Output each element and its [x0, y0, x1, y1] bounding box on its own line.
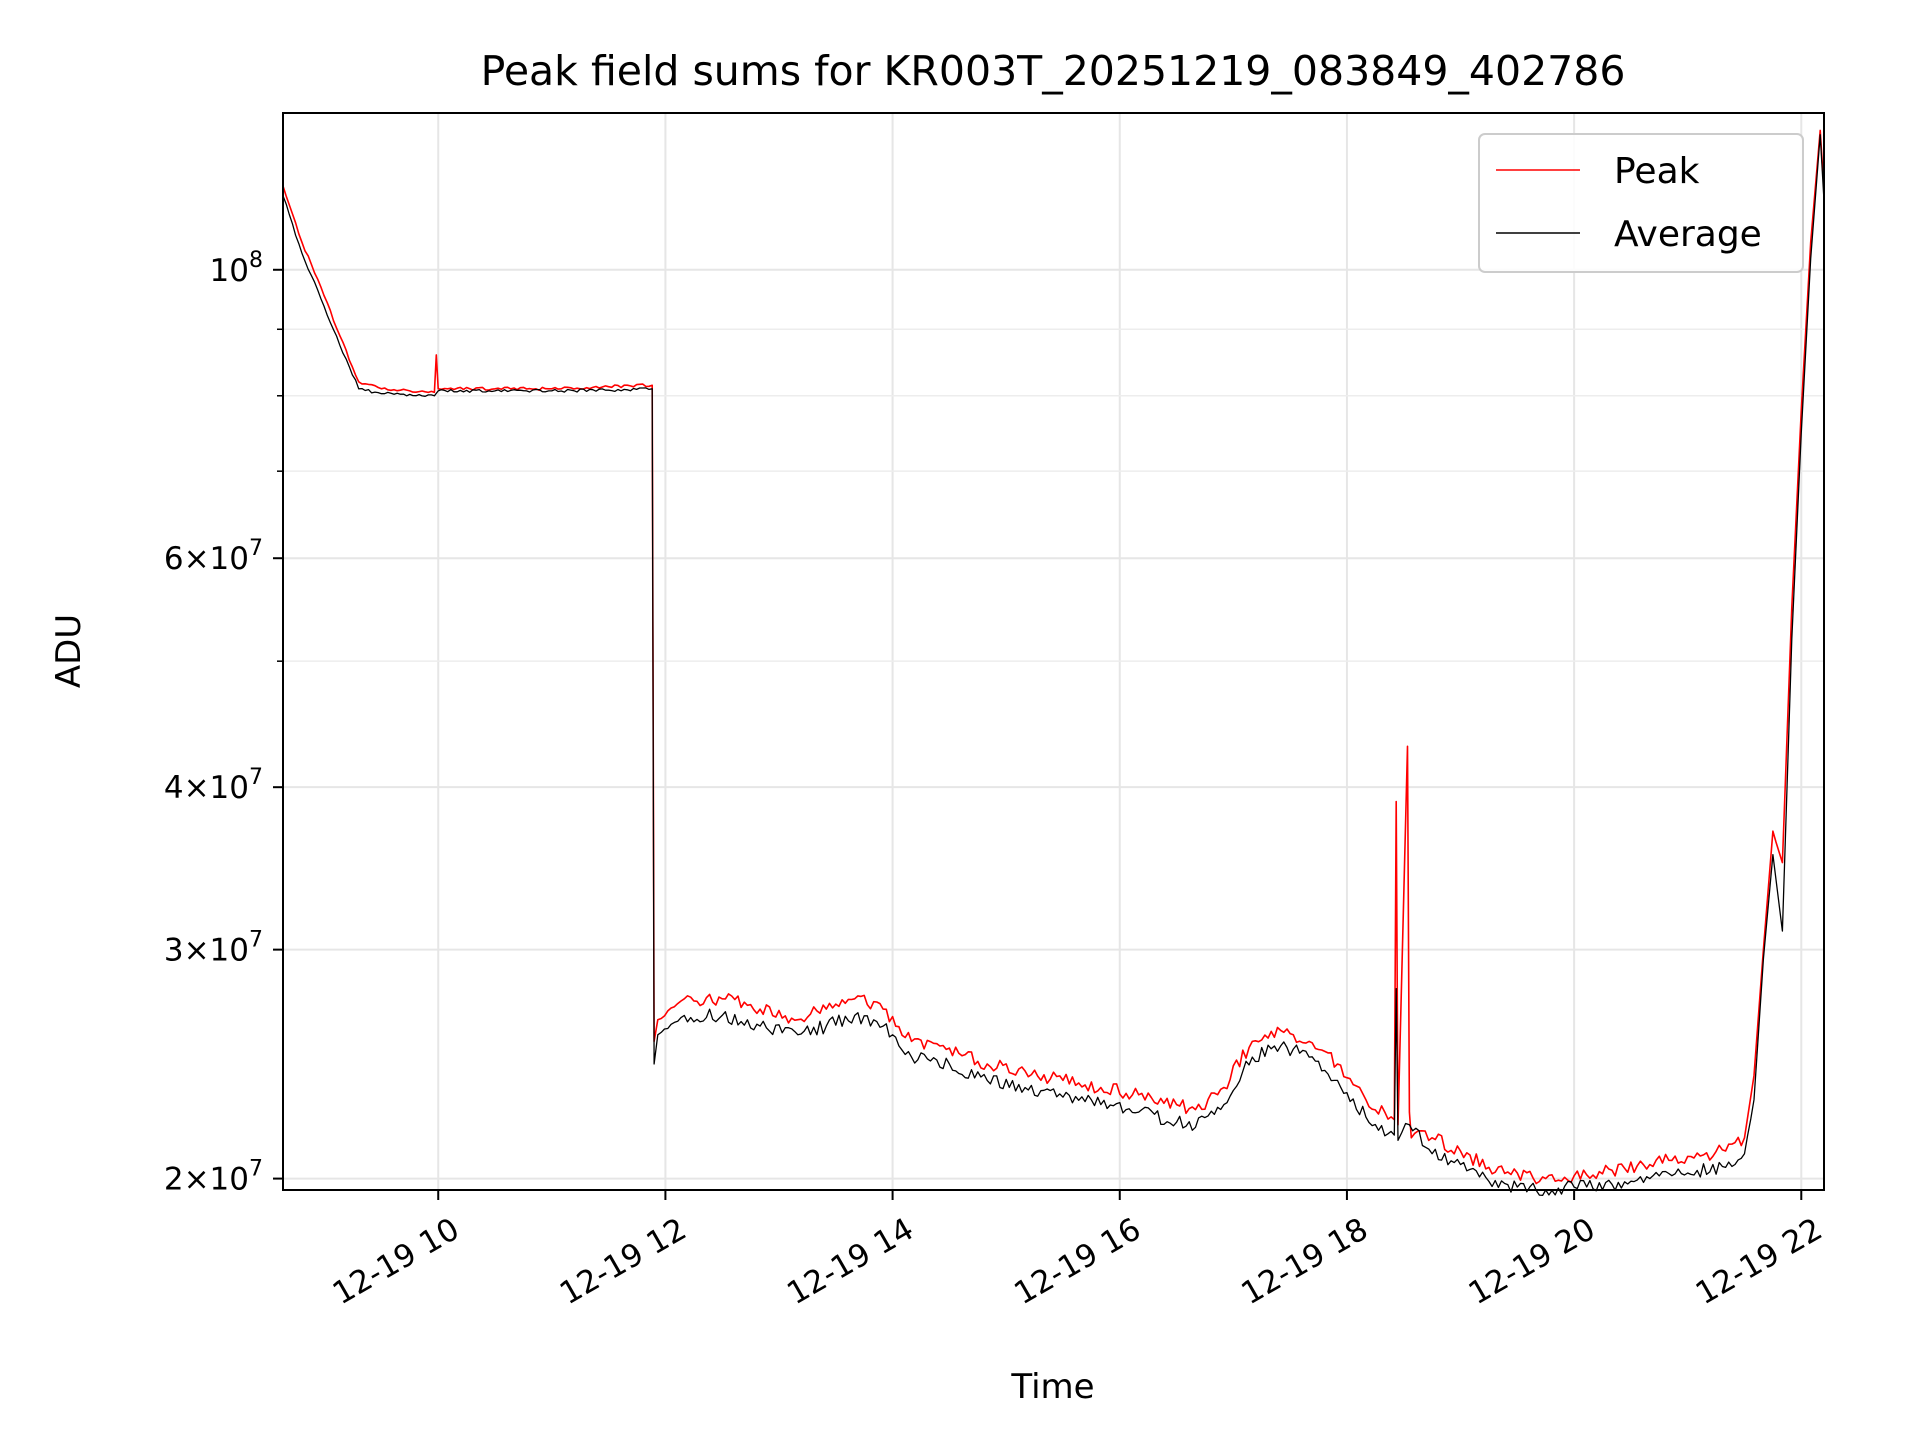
- y-tick-base: 10: [210, 770, 249, 806]
- series-line-average: [282, 134, 1825, 1197]
- y-tick-exponent: 7: [249, 1157, 263, 1182]
- y-tick-exponent: 7: [249, 765, 263, 790]
- x-tick-label: 12-19 16: [1008, 1211, 1147, 1312]
- legend-label-average: Average: [1614, 214, 1762, 255]
- y-tick-times: ×: [184, 933, 210, 969]
- x-axis-label: Time: [1010, 1367, 1094, 1407]
- plot-frame: [282, 112, 1825, 1191]
- y-tick-mantissa: 6: [164, 541, 184, 577]
- y-tick-base: 10: [210, 933, 249, 969]
- y-tick-mantissa: 2: [164, 1162, 184, 1198]
- legend-label-peak: Peak: [1614, 151, 1700, 192]
- x-tick-label: 12-19 14: [781, 1211, 920, 1312]
- y-tick-base: 10: [210, 541, 249, 577]
- axis-ticks: 12-19 10 12-19 12 12-19 14 12-19 16 12-19 18…: [164, 248, 1829, 1312]
- x-tick-label: 12-19 10: [327, 1211, 466, 1312]
- legend: Peak Average: [1478, 133, 1804, 273]
- y-tick-mantissa: 4: [164, 770, 184, 806]
- y-axis-label: ADU: [49, 614, 89, 688]
- grid-lines: [283, 113, 1824, 1190]
- x-tick-label: 12-19 22: [1690, 1211, 1829, 1312]
- series-line-peak: [282, 129, 1825, 1185]
- y-tick-mantissa: 3: [164, 933, 184, 969]
- x-tick-label: 12-19 20: [1463, 1211, 1602, 1312]
- y-tick-exponent: 8: [249, 248, 263, 273]
- x-tick-label: 12-19 18: [1235, 1211, 1374, 1312]
- y-tick-base: 10: [210, 253, 249, 289]
- y-tick-label: 2×107: [164, 1157, 263, 1198]
- y-tick-times: ×: [184, 1162, 210, 1198]
- y-tick-base: 10: [210, 1162, 249, 1198]
- y-tick-times: ×: [184, 770, 210, 806]
- y-tick-label: 3×107: [164, 928, 263, 969]
- y-tick-label: 108: [210, 248, 263, 289]
- y-tick-times: ×: [184, 541, 210, 577]
- y-tick-label: 4×107: [164, 765, 263, 806]
- y-tick-exponent: 7: [249, 536, 263, 561]
- series-lines: [282, 129, 1825, 1197]
- y-tick-label: 6×107: [164, 536, 263, 577]
- x-tick-label: 12-19 12: [554, 1211, 693, 1312]
- y-tick-exponent: 7: [249, 928, 263, 953]
- legend-box: [1478, 133, 1804, 273]
- chart-title: Peak field sums for KR003T_20251219_0838…: [481, 47, 1626, 95]
